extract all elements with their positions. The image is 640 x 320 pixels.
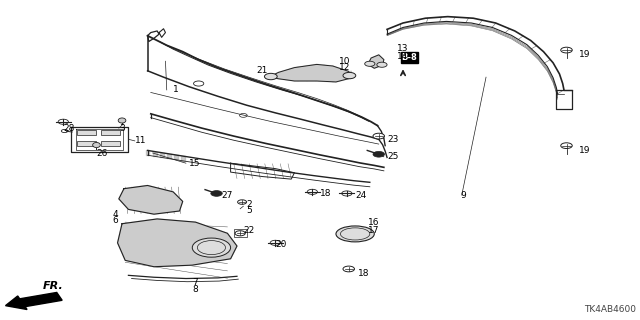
FancyBboxPatch shape [77,141,97,146]
Text: 4: 4 [113,210,118,219]
Circle shape [561,47,572,53]
Text: 15: 15 [189,159,200,168]
Text: 13: 13 [397,44,408,53]
Text: 6: 6 [113,216,118,225]
Ellipse shape [118,118,126,123]
Text: 7: 7 [192,278,198,287]
Text: 9: 9 [461,190,467,200]
Text: FR.: FR. [43,281,63,291]
Text: 16: 16 [368,218,380,227]
Text: 10: 10 [339,57,351,66]
Text: 8: 8 [192,284,198,293]
Circle shape [373,133,385,139]
Text: 18: 18 [358,268,370,278]
Polygon shape [269,64,352,82]
Text: 14: 14 [397,52,408,61]
Text: 20: 20 [275,240,287,249]
Text: 26: 26 [97,149,108,158]
Text: 21: 21 [256,66,268,75]
Text: 12: 12 [339,63,351,72]
FancyBboxPatch shape [101,130,120,135]
FancyBboxPatch shape [101,141,120,146]
Circle shape [343,72,356,79]
Text: 19: 19 [579,50,590,59]
Circle shape [235,231,245,236]
Text: 18: 18 [320,189,332,198]
Circle shape [211,191,222,196]
Text: 19: 19 [579,146,590,155]
FancyArrow shape [6,292,62,309]
Circle shape [373,151,385,157]
Ellipse shape [93,142,100,148]
Circle shape [237,200,246,204]
Text: 1: 1 [173,85,179,94]
Circle shape [192,238,230,257]
Text: 28: 28 [63,124,75,132]
Text: B-8: B-8 [401,53,417,62]
FancyBboxPatch shape [77,130,97,135]
Circle shape [561,143,572,148]
Circle shape [365,61,375,66]
Circle shape [264,73,277,80]
Polygon shape [118,219,237,267]
Polygon shape [119,186,182,214]
Text: 22: 22 [243,226,255,235]
Text: TK4AB4600: TK4AB4600 [584,305,636,314]
Text: 25: 25 [387,152,399,161]
Text: 24: 24 [355,190,366,200]
Text: 17: 17 [368,226,380,235]
Text: 11: 11 [135,136,147,145]
Text: 27: 27 [221,190,232,200]
Text: 5: 5 [246,206,252,215]
Text: 3: 3 [119,124,125,132]
Circle shape [343,266,355,272]
Text: 23: 23 [387,135,399,144]
Ellipse shape [336,226,374,242]
Circle shape [377,62,387,67]
Polygon shape [368,55,384,68]
Text: 2: 2 [246,200,252,209]
